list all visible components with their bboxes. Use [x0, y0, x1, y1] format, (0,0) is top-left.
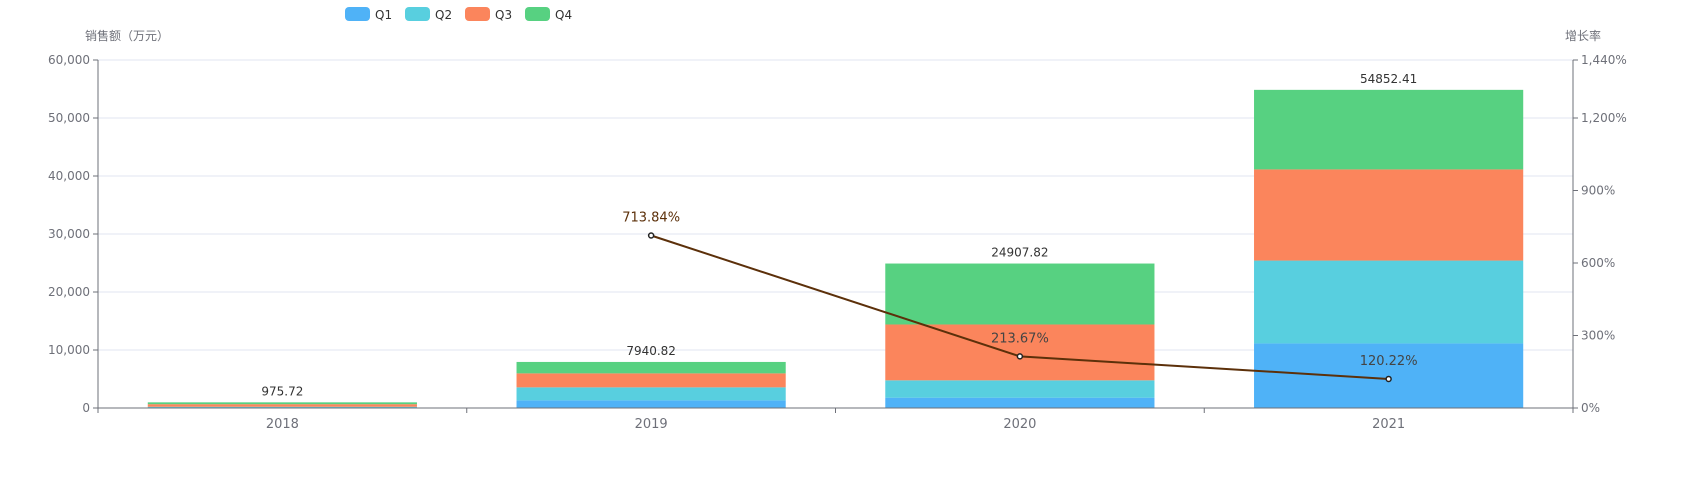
- bar-q4-2021: [1254, 90, 1523, 170]
- legend-swatch-q2: [405, 7, 430, 21]
- bar-q4-2020: [885, 264, 1154, 325]
- bar-q1-2020: [885, 398, 1154, 408]
- legend-label-q2: Q2: [435, 8, 452, 22]
- y-axis-right-title: 增长率: [1565, 28, 1601, 43]
- legend-label-q3: Q3: [495, 8, 512, 22]
- growth-rate-label: 213.67%: [991, 331, 1049, 346]
- y-right-tick-label: 600%: [1581, 256, 1615, 270]
- growth-rate-point: [649, 233, 654, 238]
- bar-q4-2018: [148, 402, 417, 404]
- y-right-tick-label: 0%: [1581, 401, 1600, 415]
- legend-label-q1: Q1: [375, 8, 392, 22]
- y-tick-label: 10,000: [48, 343, 90, 357]
- legend-swatch-q1: [345, 7, 370, 21]
- growth-rate-label: 713.84%: [622, 210, 680, 225]
- y-right-tick-label: 1,200%: [1581, 111, 1627, 125]
- x-tick-label: 2019: [635, 417, 668, 432]
- total-label-2018: 975.72: [261, 384, 303, 398]
- y-tick-label: 30,000: [48, 227, 90, 241]
- y-right-tick-label: 900%: [1581, 184, 1615, 198]
- y-tick-label: 20,000: [48, 285, 90, 299]
- y-right-tick-label: 300%: [1581, 329, 1615, 343]
- bar-q2-2021: [1254, 261, 1523, 344]
- growth-rate-point: [1386, 376, 1391, 381]
- growth-rate-point: [1017, 354, 1022, 359]
- legend-swatch-q4: [525, 7, 550, 21]
- y-axis-title: 销售额（万元）: [85, 28, 169, 43]
- x-tick-label: 2018: [266, 417, 299, 432]
- y-tick-label: 0: [82, 401, 90, 415]
- bar-q3-2019: [517, 373, 786, 387]
- bar-q2-2019: [517, 387, 786, 400]
- x-tick-label: 2021: [1372, 417, 1405, 432]
- legend-swatch-q3: [465, 7, 490, 21]
- bar-q3-2021: [1254, 169, 1523, 260]
- y-tick-label: 50,000: [48, 111, 90, 125]
- bar-q4-2019: [517, 362, 786, 373]
- total-label-2021: 54852.41: [1360, 72, 1417, 86]
- y-tick-label: 60,000: [48, 53, 90, 67]
- growth-rate-label: 120.22%: [1360, 354, 1418, 369]
- bar-q1-2019: [517, 400, 786, 408]
- bar-q2-2018: [148, 407, 417, 408]
- total-label-2020: 24907.82: [991, 246, 1048, 260]
- x-tick-label: 2020: [1003, 417, 1036, 432]
- bar-q3-2018: [148, 404, 417, 407]
- legend-label-q4: Q4: [555, 8, 572, 22]
- y-tick-label: 40,000: [48, 169, 90, 183]
- y-right-tick-label: 1,440%: [1581, 53, 1627, 67]
- bar-q2-2020: [885, 380, 1154, 397]
- total-label-2019: 7940.82: [626, 344, 676, 358]
